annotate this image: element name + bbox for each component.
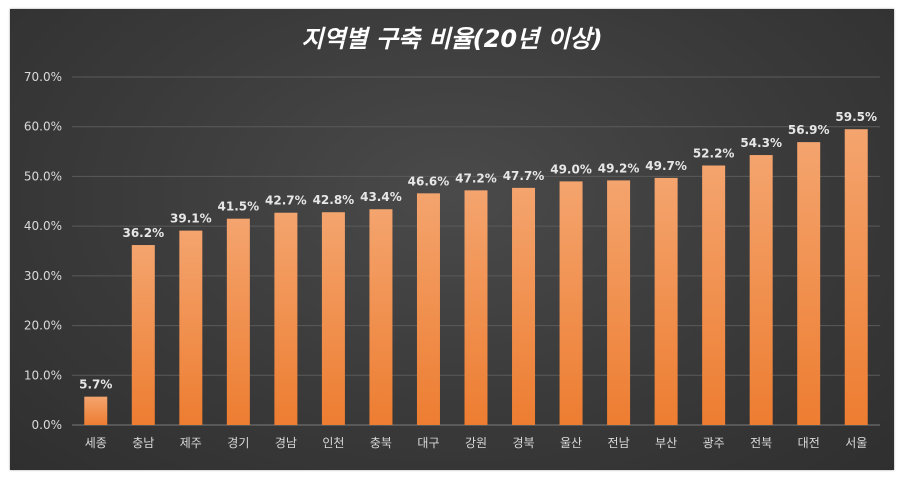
data-label: 46.6% (408, 174, 450, 188)
y-tick-label: 70.0% (24, 70, 62, 84)
data-label: 49.2% (598, 161, 640, 175)
y-tick-label: 40.0% (24, 219, 62, 233)
data-label: 5.7% (79, 378, 112, 392)
category-label: 충북 (370, 436, 392, 450)
data-label: 42.8% (313, 193, 355, 207)
category-label: 인천 (322, 435, 344, 450)
data-label: 47.2% (455, 171, 497, 185)
category-label: 경북 (512, 436, 534, 450)
category-label: 대구 (417, 436, 439, 450)
bar-경북 (512, 187, 536, 425)
data-label: 49.0% (550, 162, 592, 176)
bar-서울 (844, 129, 868, 425)
y-tick-label: 50.0% (24, 169, 62, 183)
y-tick-label: 20.0% (24, 319, 62, 333)
category-label: 서울 (845, 436, 867, 450)
x-axis-category-labels: 세종 충남 제주 경기 경남 인천 충북 대구 강원 경북 울산 전남 부산 광주 전북 대전 서울 (85, 435, 868, 450)
bar-대구 (416, 193, 440, 425)
data-label: 36.2% (122, 226, 164, 240)
category-label: 대전 (798, 436, 820, 450)
data-label: 56.9% (788, 123, 830, 137)
data-label: 49.7% (645, 159, 687, 173)
bar-인천 (321, 212, 345, 425)
category-label: 제주 (180, 436, 202, 450)
data-label: 39.1% (170, 212, 212, 226)
bar-세종 (84, 396, 108, 425)
data-label: 54.3% (740, 136, 782, 150)
data-label: 42.7% (265, 194, 307, 208)
bar-충남 (131, 245, 155, 425)
bar-제주 (179, 230, 203, 425)
y-tick-label: 60.0% (24, 120, 62, 134)
category-label: 전남 (608, 436, 630, 450)
bar-대전 (797, 142, 821, 425)
bar-경남 (274, 212, 298, 425)
bar-chart: 지역별 구축 비율(20년 이상) 0.0% 10.0% 20.0% 30.0% 40.… (24, 25, 880, 450)
bar-강원 (464, 190, 488, 425)
bar-부산 (654, 177, 678, 425)
category-label: 경남 (275, 436, 297, 450)
bar-울산 (559, 181, 583, 425)
category-label: 울산 (560, 436, 582, 450)
bar-광주 (702, 165, 726, 425)
data-label: 43.4% (360, 190, 402, 204)
category-label: 부산 (655, 436, 677, 450)
y-tick-label: 0.0% (32, 418, 63, 432)
category-label: 충남 (132, 436, 154, 450)
category-label: 강원 (465, 436, 487, 450)
bars (84, 129, 868, 425)
bar-충북 (369, 209, 393, 425)
chart-frame: 지역별 구축 비율(20년 이상) 0.0% 10.0% 20.0% 30.0% 40.… (10, 9, 894, 470)
category-label: 전북 (750, 436, 772, 450)
y-axis-tick-labels: 0.0% 10.0% 20.0% 30.0% 40.0% 50.0% 60.0% 70.0% (24, 70, 62, 432)
data-label: 41.5% (218, 200, 260, 214)
category-label: 경기 (227, 436, 249, 450)
bar-전남 (607, 180, 631, 425)
data-labels: 5.7% 36.2% 39.1% 41.5% 42.7% 42.8% 43.4% 46.6% 4… (79, 110, 877, 391)
data-label: 52.2% (693, 146, 735, 160)
bar-경기 (226, 218, 250, 425)
category-label: 세종 (85, 436, 107, 450)
y-tick-label: 10.0% (24, 368, 62, 382)
data-label: 59.5% (835, 110, 877, 124)
bar-전북 (749, 155, 773, 425)
data-label: 47.7% (503, 169, 545, 183)
chart-title: 지역별 구축 비율(20년 이상) (301, 25, 602, 53)
y-tick-label: 30.0% (24, 269, 62, 283)
category-label: 광주 (703, 436, 725, 450)
